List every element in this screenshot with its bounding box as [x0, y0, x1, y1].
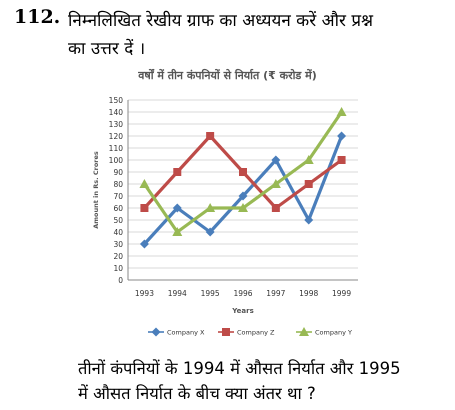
company-x-point: [205, 227, 215, 237]
company-x-point: [304, 215, 314, 225]
chart-title: वर्षों में तीन कंपनियों से निर्यात (₹ कर…: [138, 69, 317, 82]
y-tick-label: 0: [118, 276, 123, 285]
company-z-point: [271, 204, 280, 212]
x-tick-label: 1997: [266, 289, 285, 298]
company-x-point: [172, 203, 182, 213]
y-tick-label: 90: [113, 168, 123, 177]
legend-company-z-marker: [222, 328, 230, 336]
y-tick-label: 50: [113, 216, 123, 225]
y-tick-label: 140: [109, 108, 124, 117]
question-text-line-1: निम्नलिखित रेखीय ग्राफ का अध्ययन करें और…: [68, 11, 374, 31]
company-z-point: [206, 132, 215, 140]
legend-company-y-label: Company Y: [315, 329, 352, 337]
company-y-point: [238, 203, 248, 212]
company-x-point: [271, 155, 281, 165]
line-chart: 0 10 20 30 40 50 60 70 80 90 100 110 120 130 140 150 199…: [92, 96, 358, 337]
company-x-point: [238, 191, 248, 201]
company-y-point: [303, 155, 314, 164]
y-tick-label: 60: [113, 204, 123, 213]
company-y-point: [172, 227, 183, 236]
company-x-point: [139, 239, 149, 249]
x-tick-label: 1994: [168, 289, 187, 298]
y-tick-label: 150: [109, 96, 124, 105]
x-tick-label: 1998: [299, 289, 318, 298]
sub-question-line-1: तीनों कंपनियों के 1994 में औसत निर्यात औ…: [78, 359, 401, 378]
y-tick-label: 120: [109, 132, 124, 141]
company-y-point: [270, 179, 281, 188]
y-tick-label: 100: [109, 156, 124, 165]
company-z-point: [304, 180, 313, 188]
legend-company-x-marker: [151, 327, 161, 337]
company-z-point: [337, 156, 346, 164]
company-z-point: [239, 168, 247, 176]
company-z-point: [140, 204, 149, 212]
y-tick-label: 10: [113, 264, 123, 273]
y-tick-label: 20: [113, 252, 123, 261]
y-tick-label: 30: [113, 240, 123, 249]
y-tick-label: 70: [113, 192, 123, 201]
question-number: 112.: [14, 6, 61, 28]
company-y-point: [336, 107, 347, 116]
y-tick-label: 80: [113, 180, 123, 189]
legend-company-y-marker: [299, 327, 309, 336]
x-tick-label: 1996: [233, 289, 252, 298]
company-z-point: [173, 168, 182, 176]
company-y-point: [205, 203, 216, 212]
x-tick-label: 1995: [201, 289, 220, 298]
y-tick-label: 130: [109, 120, 124, 129]
y-tick-label: 110: [109, 144, 124, 153]
company-x-point: [337, 131, 347, 141]
sub-question-line-2: में औसत निर्यात के बीच क्या अंतर था ?: [78, 384, 316, 403]
legend-company-z-label: Company Z: [237, 329, 275, 337]
x-axis-title: Years: [231, 307, 254, 315]
x-tick-label: 1999: [332, 289, 351, 298]
y-axis-title: Amount in Rs. Crores: [92, 151, 100, 229]
legend-company-x-label: Company X: [167, 329, 205, 337]
company-y-point: [139, 179, 150, 188]
question-text-line-2: का उत्तर दें ।: [68, 39, 146, 59]
x-tick-label: 1993: [135, 289, 154, 298]
y-tick-label: 40: [113, 228, 123, 237]
